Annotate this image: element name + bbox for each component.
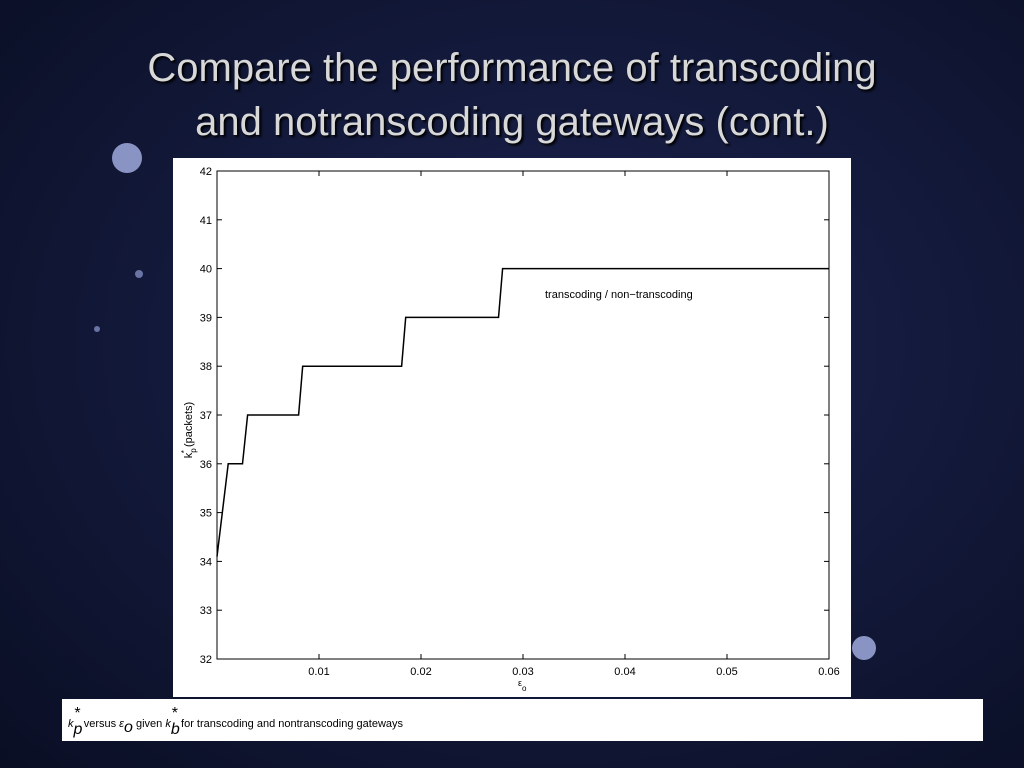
x-tick-label: 0.03 <box>512 666 533 678</box>
caption-part: for transcoding and nontranscoding gatew… <box>178 718 404 730</box>
data-line <box>216 267 829 557</box>
caption-part: given <box>133 718 165 730</box>
chart-panel <box>173 158 851 697</box>
y-tick-label: 42 <box>200 166 212 178</box>
decor-dot <box>852 636 876 660</box>
y-tick-label: 39 <box>200 312 212 324</box>
x-label-part: ε <box>518 678 522 688</box>
caption-part: k <box>68 718 74 730</box>
caption: kp* versus εo given kb* for transcoding … <box>68 705 404 738</box>
caption-part: p <box>73 721 83 738</box>
slide-title: Compare the performance of transcoding <box>147 46 877 90</box>
y-tick-label: 40 <box>200 264 212 276</box>
x-label-part: o <box>522 684 527 693</box>
y-tick-label: 36 <box>200 459 212 471</box>
decor-dot <box>112 143 142 173</box>
x-tick-label: 0.05 <box>716 666 737 678</box>
caption-part: * <box>74 705 80 722</box>
y-tick-label: 37 <box>200 410 212 422</box>
y-axis-label: kp* (packets) <box>180 402 198 458</box>
x-axis-label: εo <box>518 678 527 693</box>
y-label-part: * <box>180 450 189 453</box>
x-tick-label: 0.04 <box>614 666 635 678</box>
caption-part: o <box>124 719 133 736</box>
y-tick-label: 32 <box>200 654 212 666</box>
caption-part: b <box>171 721 180 738</box>
y-tick-label: 41 <box>200 215 212 227</box>
y-tick-label: 34 <box>200 556 212 568</box>
caption-part: * <box>172 705 178 722</box>
y-tick-label: 33 <box>200 605 212 617</box>
caption-part: k <box>165 718 171 730</box>
decor-dot <box>94 326 100 332</box>
caption-part: ε <box>119 718 124 730</box>
caption-box <box>62 699 983 741</box>
x-tick-label: 0.01 <box>308 666 329 678</box>
caption-part: versus <box>81 718 120 730</box>
annotation: transcoding / non−transcoding <box>545 289 693 301</box>
y-label-part: k <box>183 452 195 458</box>
y-tick-label: 35 <box>200 508 212 520</box>
y-tick-label: 38 <box>200 361 212 373</box>
y-label-part: p <box>189 448 198 453</box>
x-tick-label: 0.06 <box>818 666 839 678</box>
decor-dot <box>135 270 143 278</box>
y-label-part: (packets) <box>183 402 195 450</box>
x-tick-label: 0.02 <box>410 666 431 678</box>
slide-title: and notranscoding gateways (cont.) <box>195 100 829 144</box>
